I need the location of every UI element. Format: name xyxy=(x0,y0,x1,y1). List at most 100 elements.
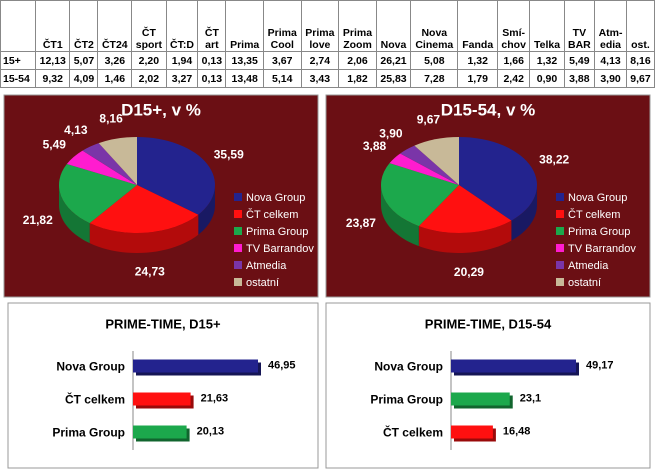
pie-slice-top xyxy=(414,137,459,185)
legend-swatch xyxy=(234,261,242,269)
category-label: ČT celkem xyxy=(65,392,125,407)
table-cell: 5,49 xyxy=(563,51,596,70)
legend-label: Prima Group xyxy=(568,226,630,238)
data-label: 38,22 xyxy=(539,153,569,167)
legend-swatch xyxy=(556,193,564,201)
pie-slice xyxy=(414,137,459,185)
data-label: 23,1 xyxy=(520,392,541,404)
bar-face xyxy=(133,425,187,439)
legend-label: Atmedia xyxy=(246,260,287,272)
table-cell: 1,82 xyxy=(338,69,377,88)
pie-slice-top xyxy=(89,185,199,233)
legend-label: TV Barrandov xyxy=(568,243,636,255)
column-header: Prima love xyxy=(300,0,340,52)
pie-slice xyxy=(459,137,537,241)
pie-slice xyxy=(98,137,137,185)
row-label: 15-54 xyxy=(0,69,37,88)
table-cell: 25,83 xyxy=(375,69,412,88)
column-header: Prima xyxy=(225,0,264,52)
bar xyxy=(133,392,194,409)
column-header: Smí- chov xyxy=(496,0,531,52)
data-label: 21,82 xyxy=(23,213,53,227)
table-cell: 2,06 xyxy=(338,51,377,70)
legend-swatch xyxy=(234,227,242,235)
legend-label: Prima Group xyxy=(246,226,308,238)
data-label: 8,16 xyxy=(99,111,123,125)
pie-slice-top xyxy=(459,137,537,221)
data-label: 46,95 xyxy=(268,359,296,371)
bar xyxy=(451,425,496,442)
column-header: Nova Cinema xyxy=(410,0,459,52)
legend-swatch xyxy=(556,261,564,269)
column-header: ost. xyxy=(625,0,655,52)
data-label: 23,87 xyxy=(346,216,376,230)
legend-swatch xyxy=(556,210,564,218)
panel-background xyxy=(7,302,319,469)
data-label: 5,49 xyxy=(43,137,67,151)
bar-face xyxy=(451,392,510,406)
bar xyxy=(451,392,513,409)
legend-swatch xyxy=(556,244,564,252)
legend-label: Nova Group xyxy=(246,192,305,204)
corner-cell xyxy=(0,0,37,52)
table-cell: 1,46 xyxy=(97,69,133,88)
column-header: Fanda xyxy=(457,0,498,52)
table-cell: 2,02 xyxy=(131,69,167,88)
data-label: 49,17 xyxy=(586,359,614,371)
pie-slice xyxy=(137,137,215,235)
pie-slice-top xyxy=(389,153,459,185)
pie-slice-side xyxy=(89,214,199,253)
pie-slice xyxy=(89,185,199,253)
pie-slice-side xyxy=(198,185,215,235)
data-label: 20,29 xyxy=(454,265,484,279)
pie-slice xyxy=(380,163,459,247)
pie-slice-top xyxy=(98,137,137,185)
pie-slice-side xyxy=(381,185,419,247)
table-row: 15-54 9,32 4,09 1,46 2,02 3,27 0,13 13,48 5,14 3,… xyxy=(0,69,655,88)
table-cell: 4,13 xyxy=(594,51,627,70)
legend-swatch xyxy=(556,227,564,235)
ratings-table: ČT1 ČT2 ČT24 ČT sport ČT:D ČT art Prima Prima C… xyxy=(0,0,655,88)
bar-face xyxy=(133,359,258,373)
table-cell: 1,32 xyxy=(457,51,498,70)
legend-label: ostatní xyxy=(568,277,601,289)
pie-slice xyxy=(58,164,137,244)
pie-slice-top xyxy=(400,145,459,185)
data-label: 16,48 xyxy=(503,425,531,437)
data-label: 24,73 xyxy=(135,265,165,279)
chart-title: PRIME-TIME, D15+ xyxy=(105,316,221,331)
table-cell: 1,79 xyxy=(457,69,498,88)
pie-slice-side xyxy=(418,220,512,253)
table-cell: 0,90 xyxy=(529,69,565,88)
column-header: Telka xyxy=(529,0,565,52)
data-label: 9,67 xyxy=(417,112,441,126)
bar-face xyxy=(451,359,576,373)
column-header: ČT sport xyxy=(131,0,167,52)
legend-label: TV Barrandov xyxy=(246,243,314,255)
pie-slice xyxy=(66,150,137,185)
table-row: 15+ 12,13 5,07 3,26 2,20 1,94 0,13 13,35 3,67 2,7… xyxy=(0,51,655,70)
column-header: Nova xyxy=(375,0,412,52)
legend-swatch xyxy=(234,278,242,286)
chart-title: D15+, v % xyxy=(121,100,201,119)
bar xyxy=(133,425,190,442)
pie-slice xyxy=(389,153,459,185)
legend-label: ČT celkem xyxy=(568,208,620,221)
table-cell: 3,90 xyxy=(594,69,627,88)
table-cell: 8,16 xyxy=(625,51,655,70)
bar xyxy=(133,359,261,376)
data-label: 3,90 xyxy=(379,127,403,141)
legend-swatch xyxy=(234,244,242,252)
category-label: Prima Group xyxy=(52,426,125,440)
table-cell: 0,13 xyxy=(197,51,227,70)
pie-slice-top xyxy=(137,137,215,215)
pie-slice xyxy=(418,185,512,253)
pie-slice-top xyxy=(58,164,137,224)
legend-label: ČT celkem xyxy=(246,208,298,221)
pie-slice-side xyxy=(59,185,90,244)
legend-swatch xyxy=(556,278,564,286)
legend-label: ostatní xyxy=(246,277,279,289)
column-header: Prima Zoom xyxy=(338,0,377,52)
